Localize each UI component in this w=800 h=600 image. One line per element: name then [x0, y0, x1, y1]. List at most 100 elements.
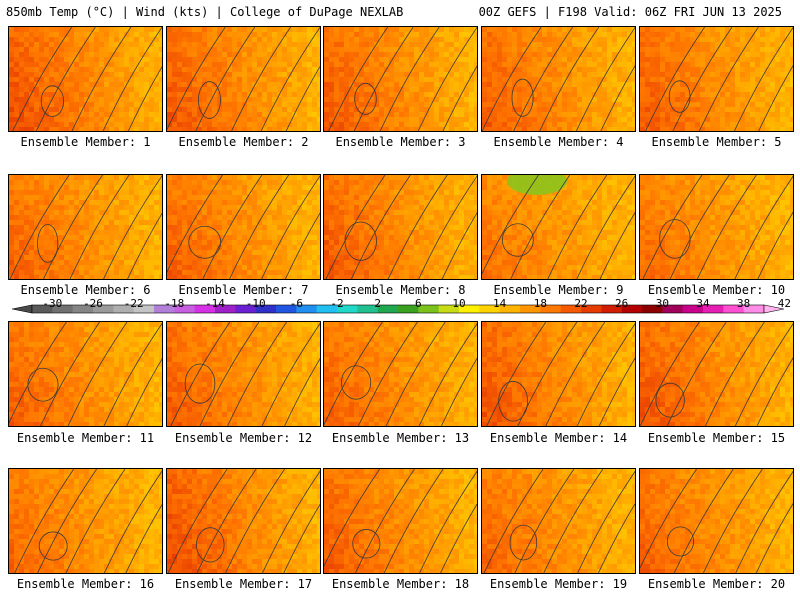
map-panel-7: [166, 174, 321, 280]
member-label-8: Ensemble Member: 8: [335, 283, 466, 297]
temperature-map: [9, 27, 162, 131]
colorbar-bin: [276, 305, 297, 313]
colorbar-tick-label: -22: [123, 297, 144, 310]
colorbar-tick-label: 6: [415, 297, 422, 310]
member-label-17: Ensemble Member: 17: [174, 577, 313, 591]
temperature-map: [640, 175, 793, 279]
member-label-10: Ensemble Member: 10: [647, 283, 786, 297]
colorbar-bin: [255, 305, 277, 313]
member-label-1: Ensemble Member: 1: [20, 135, 151, 149]
member-label-13: Ensemble Member: 13: [331, 431, 470, 445]
member-label-7: Ensemble Member: 7: [178, 283, 309, 297]
colorbar-bin: [459, 305, 480, 313]
temperature-map: [482, 322, 635, 426]
map-panel-16: [8, 468, 163, 574]
colorbar-bin: [154, 305, 175, 313]
colorbar-bin: [479, 305, 500, 313]
colorbar-tick-label: -6: [289, 297, 303, 310]
colorbar-bin: [296, 305, 317, 313]
temperature-map: [640, 322, 793, 426]
colorbar-tick-label: 2: [374, 297, 381, 310]
map-panel-13: [323, 321, 478, 427]
map-panel-2: [166, 26, 321, 132]
colorbar-bin: [499, 305, 521, 313]
header-title: 850mb Temp (°C) | Wind (kts) | College o…: [6, 5, 404, 19]
colorbar: [11, 304, 785, 314]
member-label-9: Ensemble Member: 9: [493, 283, 624, 297]
temperature-map: [9, 322, 162, 426]
map-panel-10: [639, 174, 794, 280]
colorbar-bin: [743, 305, 765, 313]
colorbar-tick-label: 34: [696, 297, 710, 310]
colorbar-bin: [398, 305, 419, 313]
map-panel-15: [639, 321, 794, 427]
colorbar-bin: [621, 305, 643, 313]
member-label-5: Ensemble Member: 5: [651, 135, 782, 149]
colorbar-tick-label: 30: [655, 297, 669, 310]
map-panel-6: [8, 174, 163, 280]
member-label-19: Ensemble Member: 19: [489, 577, 628, 591]
colorbar-min-arrow: [11, 304, 33, 314]
temperature-map: [167, 27, 320, 131]
colorbar-bin: [174, 305, 195, 313]
colorbar-bin: [113, 305, 134, 313]
colorbar-bin: [377, 305, 399, 313]
colorbar-bin: [520, 305, 541, 313]
map-panel-19: [481, 468, 636, 574]
temperature-map: [482, 175, 635, 279]
colorbar-bin: [52, 305, 73, 313]
header-run-info: 00Z GEFS | F198 Valid: 06Z FRI JUN 13 20…: [478, 5, 782, 19]
map-panel-12: [166, 321, 321, 427]
colorbar-tick-label: 14: [493, 297, 507, 310]
map-panel-20: [639, 468, 794, 574]
member-label-16: Ensemble Member: 16: [16, 577, 155, 591]
temperature-map: [9, 469, 162, 573]
member-label-15: Ensemble Member: 15: [647, 431, 786, 445]
member-label-18: Ensemble Member: 18: [331, 577, 470, 591]
member-label-12: Ensemble Member: 12: [174, 431, 313, 445]
colorbar-bin: [642, 305, 663, 313]
colorbar-bin: [133, 305, 155, 313]
temperature-map: [324, 322, 477, 426]
colorbar-tick-label: -10: [245, 297, 266, 310]
colorbar-bin: [93, 305, 114, 313]
map-panel-8: [323, 174, 478, 280]
temperature-map: [324, 469, 477, 573]
colorbar-tick-label: 26: [615, 297, 629, 310]
colorbar-bin: [682, 305, 704, 313]
colorbar-tick-label: -18: [164, 297, 185, 310]
colorbar-bin: [316, 305, 338, 313]
member-label-6: Ensemble Member: 6: [20, 283, 151, 297]
temperature-map: [482, 27, 635, 131]
colorbar-tick-label: -2: [330, 297, 344, 310]
colorbar-tick-label: -14: [205, 297, 225, 310]
member-label-3: Ensemble Member: 3: [335, 135, 466, 149]
colorbar-bin: [581, 305, 602, 313]
member-label-2: Ensemble Member: 2: [178, 135, 309, 149]
map-panel-5: [639, 26, 794, 132]
map-panel-17: [166, 468, 321, 574]
colorbar-bin: [662, 305, 683, 313]
member-label-4: Ensemble Member: 4: [493, 135, 624, 149]
map-panel-14: [481, 321, 636, 427]
colorbar-tick-label: -30: [42, 297, 63, 310]
temperature-map: [9, 175, 162, 279]
colorbar-bin: [601, 305, 622, 313]
map-panel-11: [8, 321, 163, 427]
colorbar-bin: [215, 305, 236, 313]
colorbar-bin: [418, 305, 439, 313]
temperature-map: [324, 175, 477, 279]
temperature-map: [640, 27, 793, 131]
colorbar-tick-label: 38: [737, 297, 751, 310]
colorbar-tick-label: 10: [452, 297, 466, 310]
map-panel-18: [323, 468, 478, 574]
colorbar-tick-label: 22: [574, 297, 588, 310]
member-label-14: Ensemble Member: 14: [489, 431, 628, 445]
temperature-map: [482, 469, 635, 573]
temperature-map: [167, 322, 320, 426]
temperature-map: [167, 175, 320, 279]
member-label-20: Ensemble Member: 20: [647, 577, 786, 591]
colorbar-bin: [337, 305, 358, 313]
colorbar-tick-label: 42: [777, 297, 791, 310]
colorbar-bin: [32, 305, 53, 313]
